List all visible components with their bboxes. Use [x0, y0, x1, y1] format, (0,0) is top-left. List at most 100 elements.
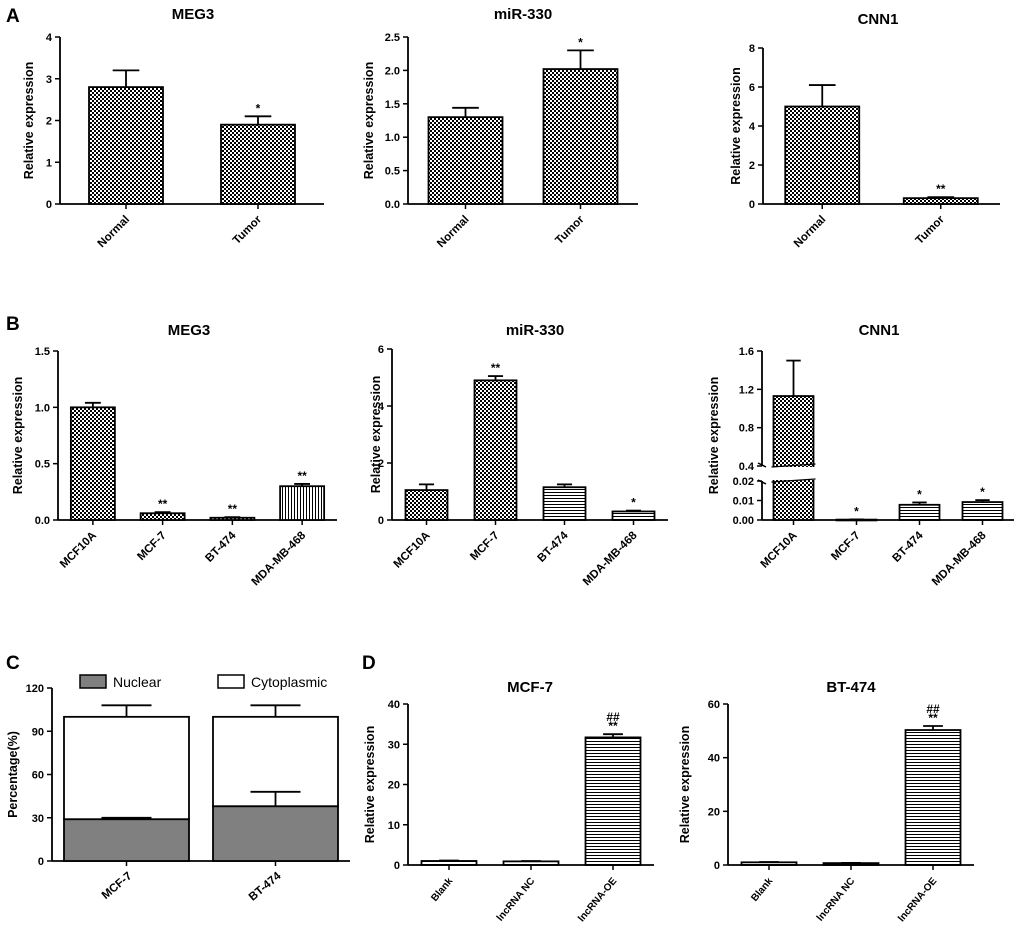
y-tick-label: 6: [378, 344, 384, 356]
bar: [584, 736, 642, 866]
bar: [69, 406, 116, 521]
y-tick-label: 1.0: [385, 132, 400, 144]
bar: [420, 860, 478, 866]
panel-label-c: C: [6, 653, 20, 674]
panel-label-b: B: [6, 314, 20, 335]
x-tick-label: MCF-7: [135, 530, 168, 563]
legend-label: Nuclear: [113, 674, 162, 690]
significance-label: **: [928, 711, 938, 725]
x-tick-label: MDA-MB-468: [250, 529, 309, 588]
y-tick-label: 60: [708, 699, 720, 711]
x-tick-label: MCF-7: [468, 530, 501, 563]
bar: [404, 489, 449, 521]
significance-label: **: [228, 502, 238, 516]
y-tick-label: 0.00: [733, 515, 754, 527]
x-tick-label: BT-474: [247, 870, 284, 904]
x-tick-label: Tumor: [914, 213, 948, 247]
bar: [611, 510, 656, 521]
y-tick-label: 0.02: [733, 476, 754, 488]
x-tick-label: BT-474: [203, 529, 239, 565]
significance-label: *: [917, 487, 922, 501]
y-tick-label: 0.0: [385, 199, 400, 211]
y-tick-label: 2.5: [385, 32, 400, 44]
x-tick-label: Tumor: [231, 213, 265, 247]
chart-a-cnn1: CNN1 0 2 4 6 8 Relative expression Normal Tumor *…: [729, 11, 1000, 250]
significance-label: **: [297, 469, 307, 483]
x-tick-label: BT-474: [890, 529, 926, 565]
y-tick-label: 90: [32, 726, 44, 738]
x-tick-label: MCF10A: [759, 530, 800, 571]
y-tick-label: 120: [26, 683, 44, 695]
x-tick-label: Normal: [435, 214, 472, 251]
chart-d-mcf7: MCF-7 0 10 20 30 40 Relative expression Blank ln…: [363, 679, 654, 924]
y-tick-label: 1.5: [35, 346, 50, 358]
y-tick-label: 0.4: [739, 461, 755, 473]
y-tick-label: 4: [46, 32, 53, 44]
x-tick-label: Blank: [749, 876, 775, 904]
legend-swatch: [217, 674, 245, 689]
y-tick-label: 0: [38, 856, 44, 868]
y-tick-label: 0.5: [35, 459, 50, 471]
bar: [542, 486, 587, 521]
x-tick-label: Tumor: [553, 213, 587, 247]
x-tick-label: lncRNA NC: [815, 876, 857, 924]
y-tick-label: 2: [46, 116, 52, 128]
axis-break-gap: [771, 467, 816, 480]
bar: [220, 123, 296, 205]
y-axis-label: Relative expression: [369, 376, 383, 493]
panel-label-a: A: [6, 6, 20, 27]
chart-b-meg3: MEG3 0.0 0.5 1.0 1.5 Relative expression MCF10…: [11, 322, 337, 588]
y-tick-label: 30: [32, 813, 44, 825]
y-tick-label: 1: [46, 157, 52, 169]
significance-label-2: ##: [926, 702, 940, 716]
bar: [902, 197, 979, 205]
y-tick-label: 2.0: [385, 65, 400, 77]
x-tick-label: Blank: [429, 876, 455, 904]
axis-break-mark: [771, 463, 816, 468]
chart-title: CNN1: [858, 11, 899, 28]
chart-title: MCF-7: [507, 679, 553, 696]
bar-segment: [63, 715, 190, 821]
y-tick-label: 0.5: [385, 166, 400, 178]
significance-label: *: [854, 504, 859, 518]
y-tick-label: 3: [46, 74, 52, 86]
y-axis-label: Relative expression: [678, 726, 692, 843]
x-tick-label: MCF10A: [58, 530, 99, 571]
y-tick-label: 4: [749, 121, 756, 133]
x-tick-label: MCF10A: [392, 530, 433, 571]
y-axis-label: Relative expression: [707, 377, 721, 494]
chart-b-cnn1: CNN1 0.00 0.01 0.02 0.4 0.8 1.2 1.6 Relative exp…: [707, 322, 1014, 588]
bar: [279, 485, 326, 521]
chart-d-bt474: BT-474 0 20 40 60 Relative expression Blank lnc…: [678, 679, 974, 924]
axis-break-mark: [771, 478, 816, 483]
y-tick-label: 10: [388, 820, 400, 832]
chart-title: MEG3: [168, 322, 211, 339]
bar: [209, 516, 256, 521]
chart-c-localization: 0 30 60 90 120 Percentage(%) Nuclear Cytoplasmi…: [6, 674, 350, 904]
bar: [898, 503, 941, 521]
y-tick-label: 0: [714, 860, 720, 872]
y-tick-label: 0.01: [733, 496, 754, 508]
chart-b-mir330: miR-330 0 2 4 6 Relative expression MCF10A MCF-…: [369, 322, 668, 588]
x-tick-label: BT-474: [535, 529, 571, 565]
x-tick-label: MCF-7: [100, 870, 135, 902]
y-tick-label: 60: [32, 770, 44, 782]
legend-label: Cytoplasmic: [251, 674, 327, 690]
y-tick-label: 0.0: [35, 515, 50, 527]
y-axis-label: Relative expression: [729, 67, 743, 184]
significance-label: **: [608, 719, 618, 733]
bar: [542, 68, 619, 205]
bar: [502, 860, 560, 866]
legend-swatch: [79, 674, 107, 689]
x-tick-label: Normal: [792, 214, 829, 251]
x-tick-label: MCF-7: [829, 530, 862, 563]
y-axis-label: Relative expression: [11, 377, 25, 494]
y-tick-label: 0: [749, 199, 755, 211]
bar: [961, 501, 1004, 521]
y-tick-label: 8: [749, 43, 755, 55]
significance-label-2: ##: [606, 710, 620, 724]
x-tick-label: lncRNA-OE: [896, 876, 939, 925]
significance-label: **: [158, 497, 168, 511]
bar: [88, 86, 164, 205]
x-tick-label: MDA-MB-468: [581, 529, 640, 588]
